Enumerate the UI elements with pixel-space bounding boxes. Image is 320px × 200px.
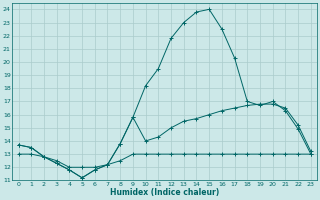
X-axis label: Humidex (Indice chaleur): Humidex (Indice chaleur) <box>110 188 219 197</box>
